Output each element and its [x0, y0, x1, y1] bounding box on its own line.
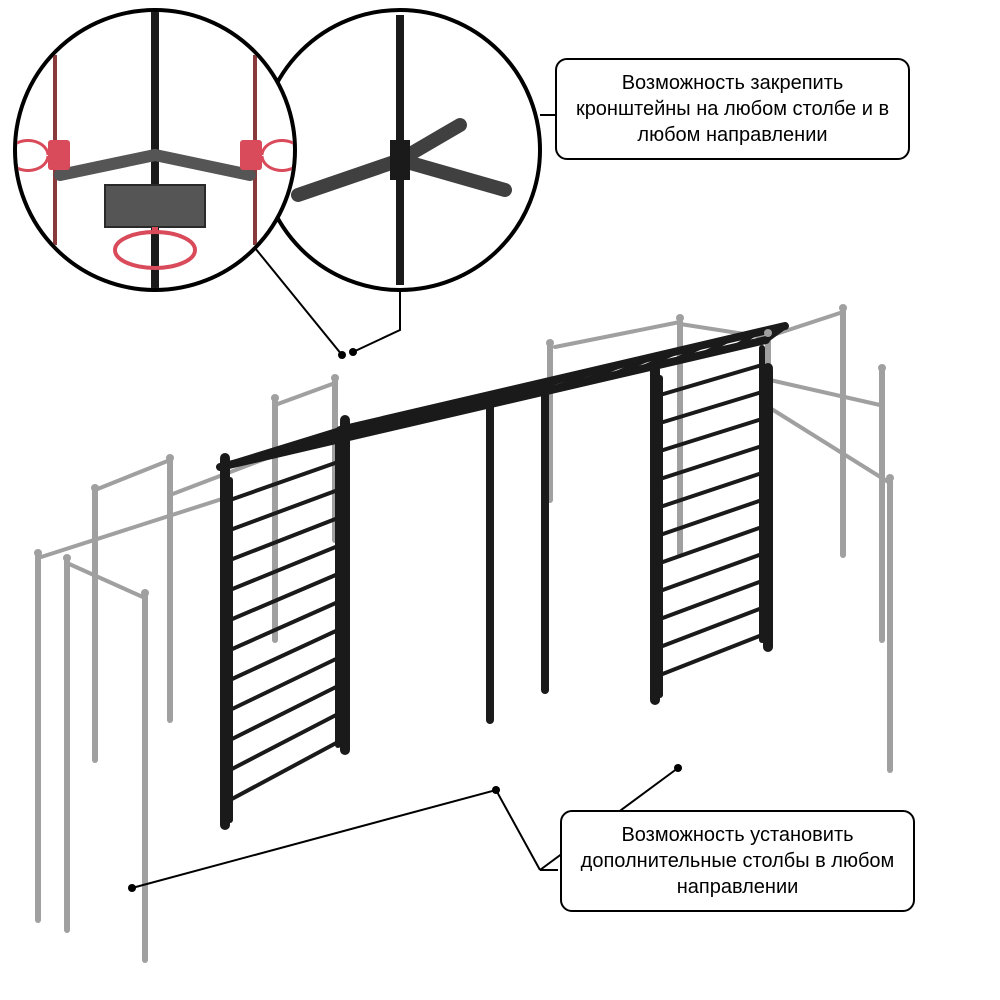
- callout-top: Возможность закрепить кронштейны на любо…: [555, 58, 910, 160]
- main-structure: [220, 326, 785, 825]
- detail-circle-right: [260, 10, 540, 290]
- callout-bottom: Возможность установить дополнительные ст…: [560, 810, 915, 912]
- callout-bottom-text: Возможность установить дополнительные ст…: [581, 824, 895, 898]
- detail-circle-left: [8, 10, 302, 290]
- callout-top-text: Возможность закрепить кронштейны на любо…: [576, 72, 889, 146]
